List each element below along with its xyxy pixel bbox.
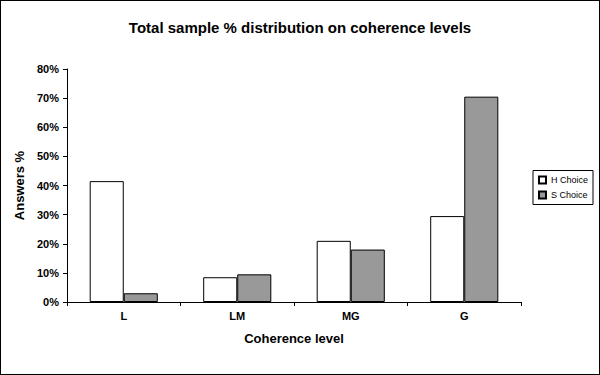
svg-text:H Choice: H Choice xyxy=(551,175,588,185)
svg-text:50%: 50% xyxy=(37,150,59,162)
svg-text:Coherence level: Coherence level xyxy=(244,331,344,346)
svg-text:S Choice: S Choice xyxy=(551,190,588,200)
svg-text:Answers %: Answers % xyxy=(12,150,27,220)
svg-text:40%: 40% xyxy=(37,180,59,192)
svg-text:MG: MG xyxy=(342,310,360,322)
svg-text:10%: 10% xyxy=(37,267,59,279)
svg-text:L: L xyxy=(120,310,127,322)
svg-text:70%: 70% xyxy=(37,92,59,104)
svg-text:80%: 80% xyxy=(37,63,59,75)
svg-text:G: G xyxy=(460,310,469,322)
svg-text:0%: 0% xyxy=(43,296,59,308)
svg-text:Total sample % distribution on: Total sample % distribution on coherence… xyxy=(129,19,471,36)
svg-text:30%: 30% xyxy=(37,209,59,221)
svg-text:20%: 20% xyxy=(37,238,59,250)
svg-text:60%: 60% xyxy=(37,121,59,133)
svg-text:LM: LM xyxy=(229,310,245,322)
